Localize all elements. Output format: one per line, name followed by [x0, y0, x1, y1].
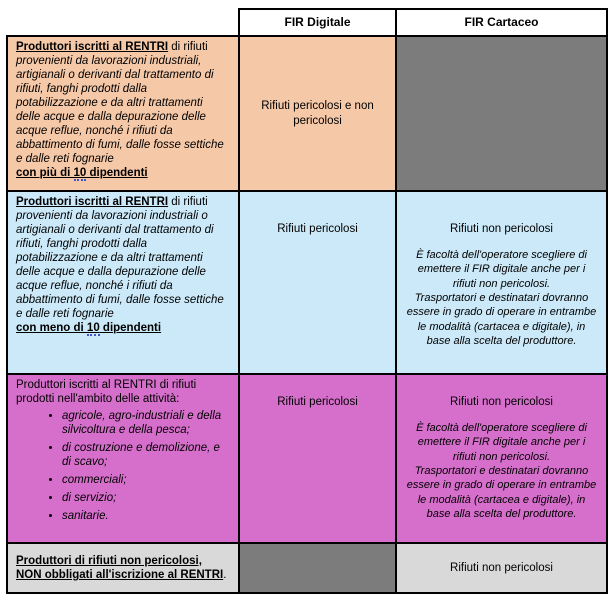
- row3-cartaceo-cell: Rifiuti non pericolosi È facoltà dell'op…: [395, 373, 608, 544]
- row-producers-activities: Produttori iscritti al RENTRI di rifiuti…: [6, 373, 608, 544]
- row1-producer-title: Produttori iscritti al RENTRI: [16, 41, 169, 53]
- row2-employees-post: dipendenti: [99, 322, 162, 335]
- row2-cartaceo-cell: Rifiuti non pericolosi È facoltà dell'op…: [395, 190, 608, 375]
- row2-employees-pre: con meno di: [16, 322, 87, 335]
- fir-comparison-table: FIR Digitale FIR Cartaceo Produttori isc…: [6, 8, 608, 594]
- row2-employees-number: 10: [86, 322, 100, 337]
- row2-producer-title: Produttori iscritti al RENTRI: [16, 196, 169, 208]
- row1-employees-number: 10: [73, 167, 87, 182]
- row1-producer-rest: di rifiuti: [168, 41, 208, 53]
- header-row: FIR Digitale FIR Cartaceo: [7, 8, 608, 37]
- row3-digitale-cell: Rifiuti pericolosi: [238, 373, 397, 544]
- row-producers-under-10: Produttori iscritti al RENTRI di rifiuti…: [6, 190, 608, 375]
- row4-digitale-cell-empty: [238, 542, 397, 594]
- row3-intro: Produttori iscritti al RENTRI di rifiuti…: [16, 379, 197, 406]
- row2-employees-line: con meno di 10 dipendenti: [16, 321, 230, 337]
- row3-cartaceo-title: Rifiuti non pericolosi: [450, 396, 553, 408]
- row4-label: Produttori di rifiuti non pericolosi, NO…: [16, 554, 224, 581]
- row4-cartaceo-cell: Rifiuti non pericolosi: [395, 542, 608, 594]
- row1-employees-pre: con più di: [16, 167, 74, 180]
- row1-cartaceo-cell-empty: [395, 35, 608, 192]
- row-producers-not-rentri: Produttori di rifiuti non pericolosi, NO…: [6, 542, 608, 594]
- row2-producer-rest: di rifiuti: [168, 196, 208, 208]
- corner-empty-cell: [7, 9, 239, 36]
- row1-employees-line: con più di 10 dipendenti: [16, 166, 230, 182]
- row2-cartaceo-note: È facoltà dell'operatore scegliere di em…: [406, 249, 597, 347]
- row2-digitale-cell: Rifiuti pericolosi: [238, 190, 397, 375]
- column-header-fir-digitale: FIR Digitale: [238, 8, 397, 37]
- row2-producer-detail: provenienti da lavorazioni industriali o…: [16, 210, 224, 321]
- row1-digitale-cell: Rifiuti pericolosi e non pericolosi: [238, 35, 397, 192]
- activity-item: commerciali;: [62, 473, 230, 487]
- activity-item: di servizio;: [62, 491, 230, 505]
- row1-producer-description-cell: Produttori iscritti al RENTRI di rifiuti…: [6, 35, 240, 192]
- row3-activities-list: agricole, agro-industriali e della silvi…: [16, 409, 230, 523]
- row3-cartaceo-note: È facoltà dell'operatore scegliere di em…: [406, 422, 597, 520]
- row4-producer-description-cell: Produttori di rifiuti non pericolosi, NO…: [6, 542, 240, 594]
- row4-label-period: .: [223, 569, 227, 581]
- row-producers-over-10: Produttori iscritti al RENTRI di rifiuti…: [6, 35, 608, 192]
- activity-item: agricole, agro-industriali e della silvi…: [62, 409, 230, 437]
- column-header-fir-cartaceo: FIR Cartaceo: [395, 8, 608, 37]
- row2-cartaceo-title: Rifiuti non pericolosi: [450, 223, 553, 235]
- row1-producer-detail: provenienti da lavorazioni industriali, …: [16, 55, 224, 166]
- activity-item: sanitarie.: [62, 509, 230, 523]
- activity-item: di costruzione e demolizione, e di scavo…: [62, 441, 230, 469]
- row3-producer-description-cell: Produttori iscritti al RENTRI di rifiuti…: [6, 373, 240, 544]
- row2-producer-description-cell: Produttori iscritti al RENTRI di rifiuti…: [6, 190, 240, 375]
- row1-employees-post: dipendenti: [86, 167, 148, 180]
